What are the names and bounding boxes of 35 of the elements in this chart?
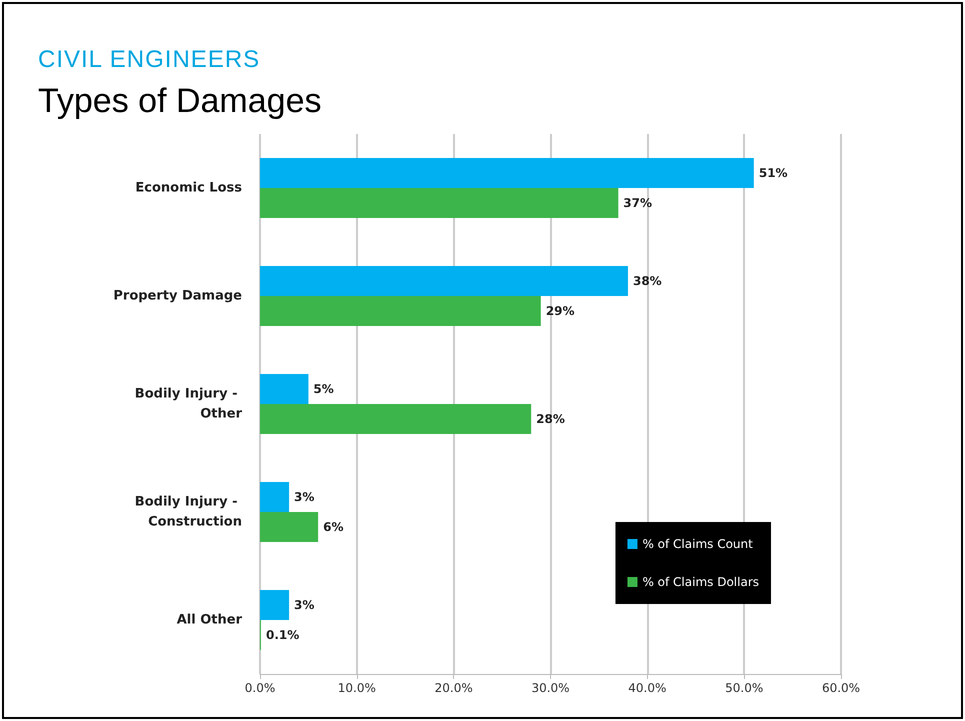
y-tick-label: All Other: [176, 612, 243, 628]
data-label: 29%: [546, 304, 575, 318]
bar: [260, 266, 628, 296]
y-tick-label: Bodily Injury - Construction: [134, 494, 242, 530]
x-tick-label: 0.0%: [244, 681, 276, 695]
y-tick-label: Property Damage: [113, 288, 242, 304]
bar: [260, 158, 754, 188]
bar: [260, 374, 308, 404]
data-label: 3%: [294, 490, 314, 504]
data-label: 38%: [632, 274, 662, 288]
bar: [260, 482, 290, 512]
x-tick-label: 50.0%: [725, 681, 764, 695]
y-tick-label: Economic Loss: [135, 180, 242, 196]
data-label: 0.1%: [266, 628, 300, 642]
bar: [260, 512, 318, 542]
bar: [260, 590, 290, 620]
x-tick-label: 20.0%: [434, 681, 473, 695]
data-label: 37%: [623, 196, 652, 210]
data-label: 28%: [536, 412, 565, 426]
data-label: 51%: [758, 166, 788, 180]
x-tick-label: 60.0%: [822, 681, 860, 695]
bar: [260, 404, 532, 434]
y-tick-label: Bodily Injury - Other: [134, 386, 243, 422]
legend-label: % of Claims Count: [642, 537, 754, 551]
x-tick-label: 30.0%: [531, 681, 570, 695]
data-label: 6%: [323, 520, 344, 534]
legend-label: % of Claims Dollars: [642, 575, 760, 589]
data-label: 5%: [313, 382, 334, 396]
chart-title: Types of Damages: [38, 82, 322, 121]
chart-subtitle: CIVIL ENGINEERS: [38, 46, 260, 74]
x-tick-label: 10.0%: [338, 681, 376, 695]
bar: [260, 296, 541, 326]
x-tick-label: 40.0%: [628, 681, 666, 695]
bar: [260, 188, 618, 218]
data-label: 3%: [294, 598, 314, 612]
